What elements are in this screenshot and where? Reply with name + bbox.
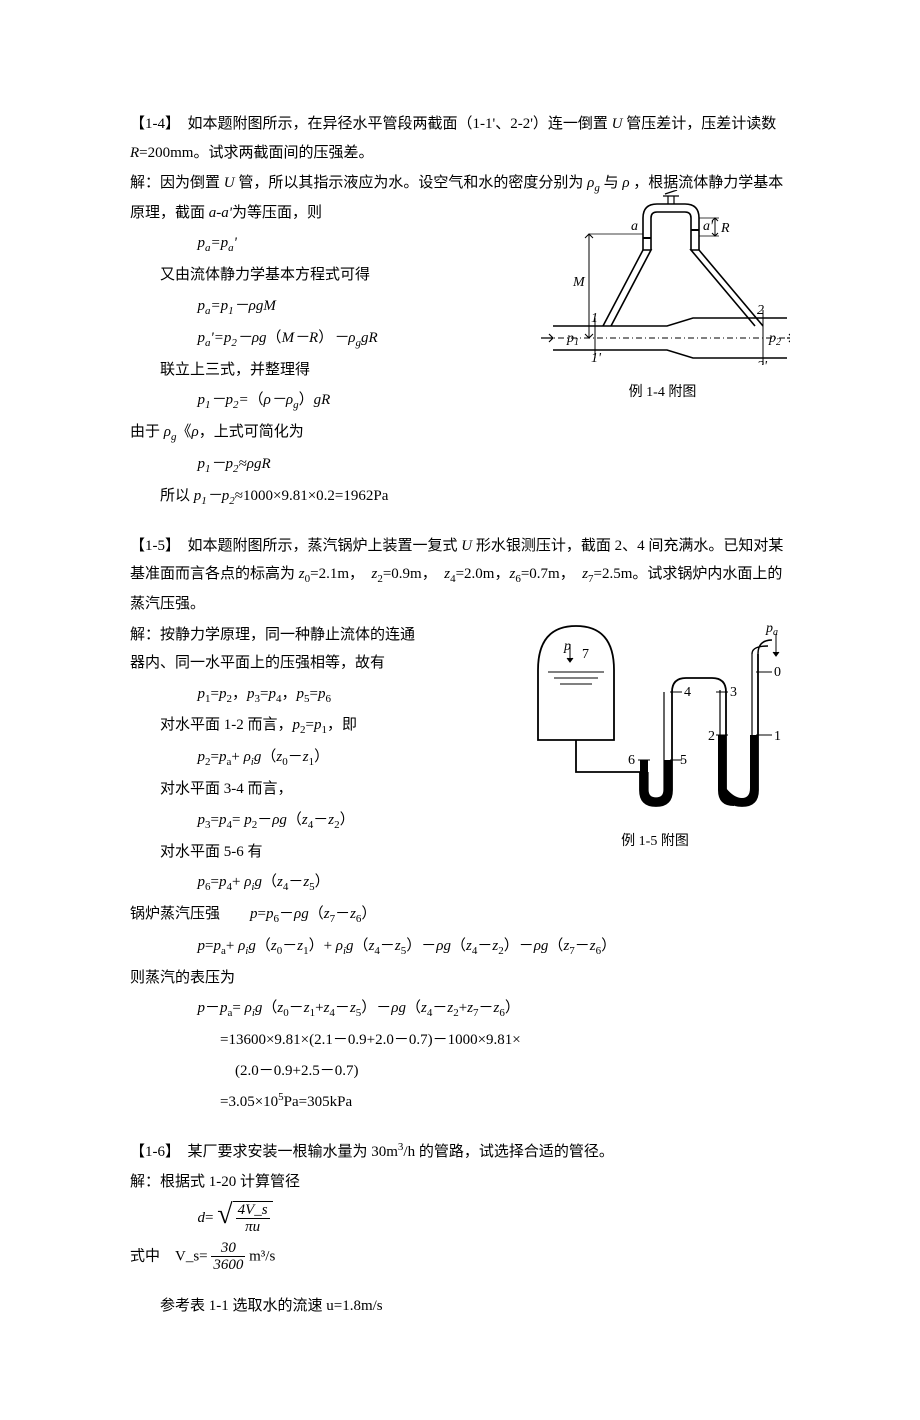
figure-1-5-caption: 例 1-5 附图 xyxy=(520,829,790,856)
svg-text:R: R xyxy=(720,221,730,236)
p15-l10: p=pa+ ρig（z0－z1）+ ρig（z4－z5）－ρg（z4－z2）－ρ… xyxy=(130,932,790,962)
p15-l15: =3.05×105Pa=305kPa xyxy=(130,1087,790,1117)
svg-text:p1: p1 xyxy=(566,331,579,348)
p14-l10: 所以 p1－p2≈1000×9.81×0.2=1962Pa xyxy=(130,482,790,512)
p14-title: 【1-4】 如本题附图所示，在异径水平管段两截面（1-1'、2-2'）连一倒置 … xyxy=(130,110,790,167)
svg-text:a: a xyxy=(631,219,638,234)
svg-text:7: 7 xyxy=(582,647,589,662)
p16-eq2-num: 30 xyxy=(211,1240,245,1257)
problem-1-5: p 7 pa 0 1 2 3 4 5 6 例 1-5 附图 【1-5】 如本题附… xyxy=(130,532,790,1117)
problem-1-6: 【1-6】 某厂要求安装一根输水量为 30m3/h 的管路，试选择合适的管径。 … xyxy=(130,1137,790,1321)
svg-text:4: 4 xyxy=(684,685,691,700)
p16-l2: 式中 V_s= 30 3600 m³/s xyxy=(130,1240,790,1274)
svg-text:2: 2 xyxy=(757,303,764,318)
p16-title: 【1-6】 某厂要求安装一根输水量为 30m3/h 的管路，试选择合适的管径。 xyxy=(130,1137,790,1167)
p15-l12: p－pa= ρig（z0－z1+z4－z5）－ρg（z4－z2+z7－z6） xyxy=(130,994,790,1024)
p15-l8: p6=p4+ ρig（z4－z5） xyxy=(130,868,790,898)
figure-1-4: a a' R M 1 2 1' 2' p1 p2 例 1-4 附图 xyxy=(535,190,790,406)
svg-text:2': 2' xyxy=(757,359,768,365)
p15-l14: (2.0－0.9+2.5－0.7) xyxy=(130,1057,790,1086)
svg-text:1: 1 xyxy=(774,729,781,744)
p14-l8: 由于 ρg《ρ，上式可简化为 xyxy=(130,418,790,448)
p15-l11: 则蒸汽的表压为 xyxy=(130,964,790,993)
p16-eq1-num: 4V_s xyxy=(236,1202,270,1219)
figure-1-5-svg: p 7 pa 0 1 2 3 4 5 6 xyxy=(520,610,790,815)
p16-eq1-den: πu xyxy=(236,1218,270,1236)
p14-l9: p1－p2≈ρgR xyxy=(130,450,790,480)
svg-text:p2: p2 xyxy=(768,331,781,348)
svg-text:2: 2 xyxy=(708,729,715,744)
p16-eq2-den: 3600 xyxy=(211,1256,245,1274)
p15-l13: =13600×9.81×(2.1－0.9+2.0－0.7)－1000×9.81× xyxy=(130,1026,790,1055)
figure-1-4-caption: 例 1-4 附图 xyxy=(535,380,790,407)
svg-text:5: 5 xyxy=(680,753,687,768)
svg-text:1': 1' xyxy=(591,351,602,365)
svg-text:1: 1 xyxy=(591,311,598,326)
svg-text:0: 0 xyxy=(774,665,781,680)
svg-text:M: M xyxy=(572,275,586,290)
p16-l1: 解：根据式 1-20 计算管径 xyxy=(130,1168,790,1197)
svg-text:3: 3 xyxy=(730,685,737,700)
figure-1-5: p 7 pa 0 1 2 3 4 5 6 例 1-5 附图 xyxy=(520,610,790,856)
p16-eq1: d= √ 4V_s πu xyxy=(130,1201,790,1236)
p16-l3: 参考表 1-1 选取水的流速 u=1.8m/s xyxy=(130,1292,790,1321)
svg-text:6: 6 xyxy=(628,753,635,768)
figure-1-4-svg: a a' R M 1 2 1' 2' p1 p2 xyxy=(535,190,790,365)
svg-text:a': a' xyxy=(703,219,714,234)
problem-1-4: a a' R M 1 2 1' 2' p1 p2 例 1-4 附图 【1-4】 … xyxy=(130,110,790,512)
p15-title: 【1-5】 如本题附图所示，蒸汽锅炉上装置一复式 U 形水银测压计，截面 2、4… xyxy=(130,532,790,619)
p15-l9: 锅炉蒸汽压强 p=p6－ρg（z7－z6） xyxy=(130,900,790,930)
